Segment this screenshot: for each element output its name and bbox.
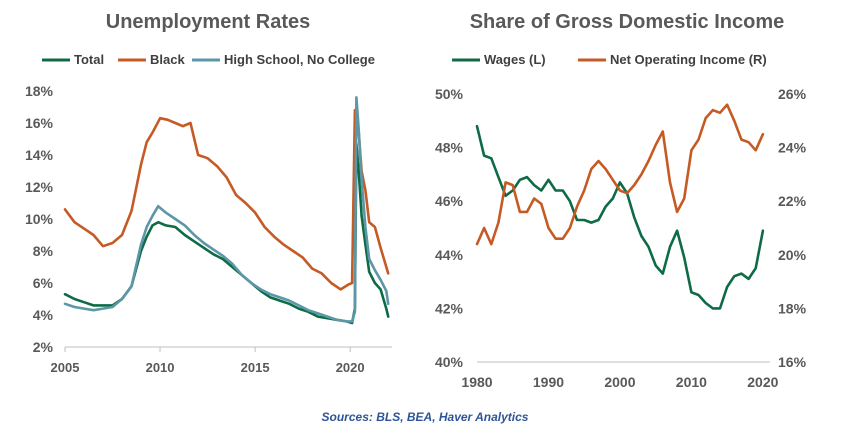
- left-y-tick-label-42: 42%: [435, 300, 464, 316]
- x-tick-label-2005: 2005: [51, 360, 80, 375]
- x-tick-label-2020: 2020: [336, 360, 365, 375]
- series-line-wages-l: [475, 124, 765, 310]
- right-y-tick-label-16: 16%: [778, 354, 807, 370]
- left-y-tick-label-48: 48%: [435, 140, 464, 156]
- y-tick-label-12: 12%: [25, 179, 54, 195]
- legend-label-net-operating-income: Net Operating Income (R): [610, 52, 767, 67]
- legend-label-wages: Wages (L): [484, 52, 546, 67]
- x-tick-label-2020: 2020: [747, 374, 778, 390]
- unemployment-chart-title: Unemployment Rates: [106, 11, 311, 33]
- left-y-tick-label-40: 40%: [435, 354, 464, 370]
- series-line-total: [63, 142, 390, 325]
- x-tick-label-1990: 1990: [533, 374, 564, 390]
- y-tick-label-10: 10%: [25, 211, 54, 227]
- y-tick-label-18: 18%: [25, 83, 54, 99]
- legend-label-black: Black: [150, 52, 185, 67]
- series-line-high-school-no-college: [63, 96, 390, 323]
- gdi-chart: 1980 1990 2000 2010 2020 40% 42% 44% 46% 48% 50% 16…: [435, 86, 807, 390]
- right-y-tick-label-26: 26%: [778, 86, 807, 102]
- unemployment-chart: 2005 2010 2015 2020 2% 4% 6% 8% 10% 12% 14% 16% 18%: [25, 83, 392, 375]
- left-y-tick-label-50: 50%: [435, 86, 464, 102]
- x-tick-label-2010: 2010: [676, 374, 707, 390]
- right-y-tick-label-22: 22%: [778, 193, 807, 209]
- series-line-net-operating-income-r: [475, 103, 765, 246]
- y-tick-label-6: 6%: [33, 275, 54, 291]
- left-y-tick-label-46: 46%: [435, 193, 464, 209]
- unemployment-legend: Total Black High School, No College: [42, 52, 375, 67]
- x-tick-label-2015: 2015: [241, 360, 270, 375]
- y-tick-label-4: 4%: [33, 307, 54, 323]
- right-y-tick-label-24: 24%: [778, 140, 807, 156]
- y-tick-label-8: 8%: [33, 243, 54, 259]
- right-y-tick-label-20: 20%: [778, 247, 807, 263]
- legend-label-high-school: High School, No College: [224, 52, 375, 67]
- x-tick-label-2010: 2010: [146, 360, 175, 375]
- gdi-chart-title: Share of Gross Domestic Income: [470, 11, 785, 33]
- x-tick-label-2000: 2000: [604, 374, 635, 390]
- y-tick-label-2: 2%: [33, 339, 54, 355]
- legend-label-total: Total: [74, 52, 104, 67]
- left-y-tick-label-44: 44%: [435, 247, 464, 263]
- y-tick-label-16: 16%: [25, 115, 54, 131]
- source-note: Sources: BLS, BEA, Haver Analytics: [322, 410, 529, 424]
- x-tick-label-1980: 1980: [461, 374, 492, 390]
- right-y-tick-label-18: 18%: [778, 300, 807, 316]
- gdi-legend: Wages (L) Net Operating Income (R): [452, 52, 767, 67]
- y-tick-label-14: 14%: [25, 147, 54, 163]
